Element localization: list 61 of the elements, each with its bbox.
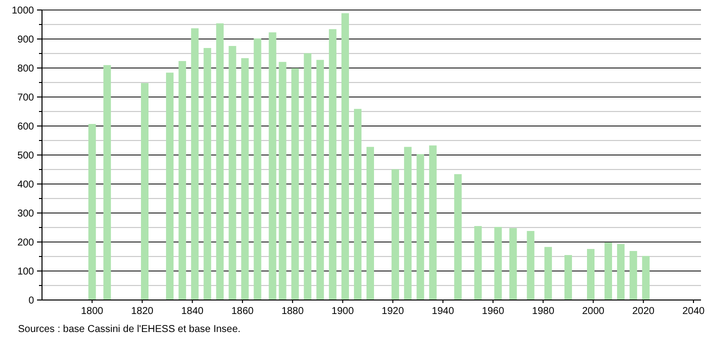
x-tick-label: 1800: [80, 306, 104, 317]
bar: [241, 58, 249, 300]
bar: [191, 28, 199, 300]
y-tick-label: 400: [17, 180, 34, 190]
bar: [642, 256, 650, 300]
y-tick-label: 700: [17, 92, 34, 104]
x-tick-label: 1920: [382, 306, 404, 317]
bar: [328, 29, 336, 300]
x-tick-label: 1880: [281, 306, 304, 317]
x-tick-label: 2000: [582, 306, 605, 317]
bar: [429, 145, 437, 300]
bar: [586, 248, 595, 300]
bar: [494, 226, 502, 300]
y-tick-label: 1000: [12, 6, 34, 16]
bar: [178, 61, 186, 300]
bar: [278, 62, 286, 300]
bar: [166, 72, 174, 300]
bar: [544, 246, 552, 300]
bar: [630, 250, 638, 300]
source-note: Sources : base Cassini de l'EHESS et base Insee.: [18, 324, 241, 335]
x-tick-label: 1900: [332, 306, 354, 317]
bar: [526, 230, 534, 300]
bar: [354, 108, 362, 300]
y-tick-label: 0: [28, 296, 34, 306]
x-tick-label: 1980: [532, 306, 555, 317]
y-tick-label: 100: [17, 266, 34, 278]
y-tick-label: 900: [17, 34, 34, 46]
bar: [509, 228, 517, 300]
bar: [291, 68, 299, 300]
y-tick-label: 600: [17, 122, 34, 132]
bar: [204, 48, 212, 300]
bar: [366, 146, 374, 300]
y-tick-label: 300: [17, 208, 34, 220]
bar: [454, 174, 462, 300]
y-tick-label: 200: [17, 238, 34, 248]
y-tick-label: 800: [17, 64, 34, 74]
bar: [404, 146, 412, 300]
bar: [254, 38, 262, 300]
x-tick-label: 1940: [432, 306, 454, 317]
bar: [474, 226, 482, 300]
bar: [392, 169, 400, 300]
bar: [416, 154, 424, 300]
bar: [103, 65, 111, 300]
bar: [604, 242, 612, 300]
bar: [228, 46, 236, 300]
bar: [341, 13, 349, 300]
bar: [268, 32, 276, 300]
bar: [304, 53, 312, 300]
bar: [617, 244, 625, 300]
x-tick-label: 1840: [181, 306, 204, 317]
x-tick-label: 1820: [131, 306, 154, 317]
bar: [88, 124, 96, 300]
bar: [316, 60, 324, 300]
x-tick-label: 1960: [482, 306, 505, 317]
x-tick-label: 1860: [231, 306, 254, 317]
x-tick-label: 2040: [682, 306, 706, 317]
x-tick-label: 2020: [632, 306, 655, 317]
bar: [216, 23, 224, 300]
bar: [564, 255, 572, 300]
y-tick-label: 500: [17, 150, 34, 162]
bar: [140, 83, 148, 300]
